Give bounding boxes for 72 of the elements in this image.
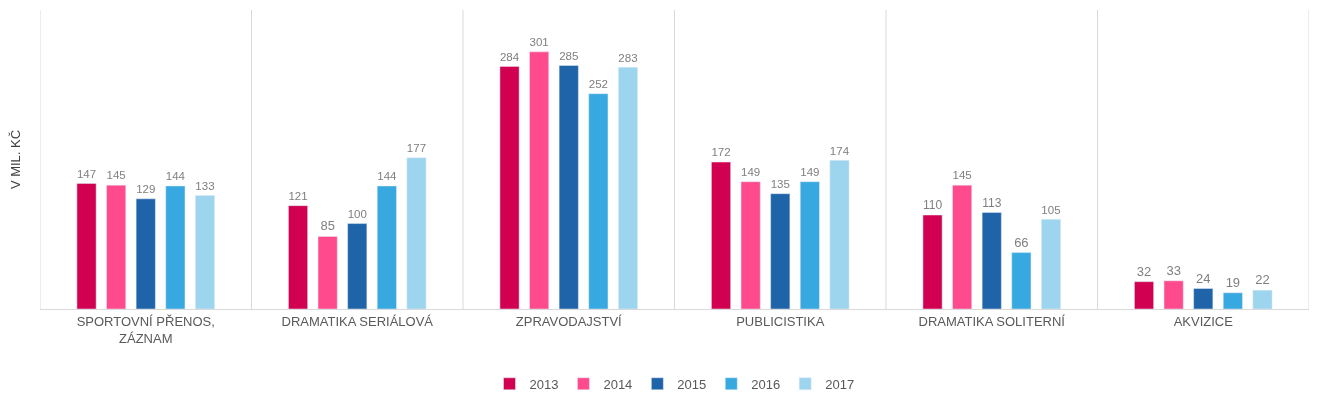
bar	[829, 160, 850, 309]
bar	[770, 193, 791, 309]
data-label: 145	[106, 169, 126, 182]
bar	[195, 195, 215, 309]
bar	[499, 66, 520, 309]
data-label: 113	[982, 195, 1002, 210]
bar	[799, 181, 820, 309]
legend-label: 2014	[603, 376, 633, 392]
bar	[1222, 292, 1243, 309]
bar	[106, 184, 127, 309]
data-label: 66	[1014, 234, 1029, 250]
bar	[981, 212, 1002, 309]
data-label: 19	[1225, 274, 1241, 290]
data-label: 133	[195, 179, 215, 192]
bar	[1134, 281, 1154, 309]
data-label: 283	[618, 51, 638, 64]
data-label: 32	[1136, 263, 1152, 279]
data-label: 174	[829, 144, 850, 157]
x-tick-label: AKVIZICE	[1173, 313, 1234, 329]
data-label: 177	[406, 142, 427, 155]
legend-label: 2015	[677, 376, 707, 392]
legend-label: 2013	[529, 376, 559, 392]
data-label: 172	[711, 146, 731, 159]
data-label: 22	[1255, 272, 1270, 288]
bar	[288, 205, 308, 309]
data-label: 135	[770, 178, 790, 191]
x-tick-label: SPORTOVNÍ PŘENOS, ZÁZNAM	[76, 313, 215, 346]
x-tick-label: ZPRAVODAJSTVÍ	[515, 313, 623, 329]
bar	[165, 185, 186, 309]
data-label: 129	[136, 183, 156, 196]
data-label: 144	[165, 170, 186, 183]
data-label: 285	[559, 49, 579, 62]
bar	[922, 214, 943, 309]
bar	[135, 198, 156, 309]
data-label: 149	[741, 166, 761, 179]
data-label: 144	[377, 170, 398, 183]
bar	[1193, 288, 1214, 309]
bar	[76, 183, 97, 309]
data-label: 301	[529, 36, 549, 49]
data-label: 33	[1166, 262, 1181, 278]
bar	[740, 181, 761, 309]
bar	[1252, 289, 1273, 309]
bar	[618, 66, 638, 309]
bar	[529, 51, 550, 309]
x-tick-label: DRAMATIKA SERIÁLOVÁ	[281, 313, 434, 329]
bar	[1011, 252, 1032, 309]
data-label: 105	[1041, 203, 1061, 216]
bar	[347, 223, 368, 309]
bar	[317, 236, 338, 309]
legend-label: 2016	[751, 376, 781, 392]
data-label: 252	[588, 78, 608, 91]
x-tick-label: PUBLICISTIKA	[736, 313, 825, 329]
data-label: 110	[922, 198, 943, 213]
legend-label: 2017	[825, 376, 855, 392]
data-label: 24	[1196, 270, 1211, 286]
data-label: 121	[288, 189, 308, 202]
data-label: 100	[347, 207, 367, 220]
data-label: 149	[800, 166, 820, 179]
bar	[1041, 219, 1061, 309]
data-label: 284	[499, 50, 520, 63]
bar	[558, 65, 579, 309]
bar	[406, 157, 427, 309]
bar	[711, 161, 731, 309]
bar	[376, 185, 397, 309]
y-axis-title: V MIL. KČ	[7, 129, 23, 190]
bar	[952, 184, 973, 309]
data-label: 147	[76, 167, 97, 180]
bar	[1163, 280, 1184, 309]
data-label: 85	[320, 218, 335, 234]
data-label: 145	[952, 169, 972, 182]
bar	[588, 93, 609, 309]
x-tick-label: DRAMATIKA SOLITERNÍ	[918, 313, 1066, 329]
